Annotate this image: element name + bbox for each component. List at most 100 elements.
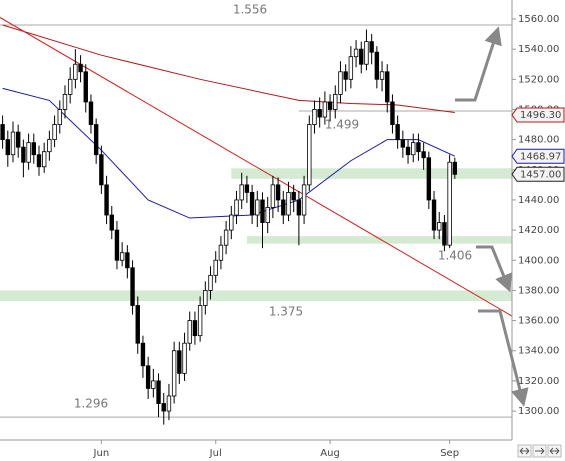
candle-body: [114, 229, 120, 261]
candle-body: [421, 151, 426, 159]
y-tick-label: 1560.00: [518, 14, 559, 25]
candle-body: [400, 139, 406, 148]
icon: [535, 447, 545, 455]
price-tag: [511, 148, 565, 164]
level-label: 1.556: [233, 3, 267, 17]
candle-body: [83, 71, 88, 103]
candle-body: [93, 124, 99, 156]
candle-body: [369, 41, 374, 53]
price-tag: [511, 107, 565, 123]
candle-body: [0, 124, 5, 141]
candle-body: [218, 244, 224, 261]
candle-body: [442, 222, 447, 246]
candle-body: [15, 131, 21, 148]
y-tick-label: 1540.00: [518, 44, 559, 55]
candle-body: [296, 199, 302, 216]
candle-body: [405, 146, 411, 156]
candle-body: [244, 184, 250, 193]
candle-body: [140, 342, 146, 367]
candle-body: [31, 142, 36, 156]
candle-body: [249, 192, 255, 216]
candle-body: [213, 259, 218, 276]
candle-body: [385, 71, 390, 103]
overlay-line: [2, 24, 455, 113]
candle-body: [62, 93, 68, 110]
candle-body: [348, 56, 354, 80]
level-label: 1.406: [438, 249, 472, 263]
candle-body: [437, 222, 442, 231]
y-tick-label: 1400.00: [518, 255, 559, 266]
candle-body: [10, 131, 16, 156]
y-tick-label: 1300.00: [518, 406, 559, 417]
candle-body: [255, 199, 260, 216]
candle-body: [5, 139, 10, 156]
x-tick-label: Jun: [93, 448, 110, 459]
candle-body: [109, 214, 114, 231]
candle-body: [187, 320, 192, 344]
candle-body: [182, 342, 187, 374]
candle-body: [67, 78, 73, 95]
arrow: [478, 309, 529, 407]
candle-body: [234, 199, 239, 216]
candle-body: [104, 184, 109, 216]
candle-body: [57, 109, 62, 125]
candle-body: [452, 161, 458, 175]
x-tick-label: Aug: [320, 448, 340, 459]
candle-body: [26, 142, 31, 163]
y-tick-label: 1360.00: [518, 316, 559, 327]
candle-body: [411, 142, 416, 156]
candle-body: [229, 214, 234, 231]
candle-body: [359, 48, 364, 65]
candle-body: [88, 101, 94, 125]
candle-body: [208, 274, 213, 291]
candle-body: [379, 71, 385, 80]
candle-body: [390, 101, 395, 125]
candle-body: [47, 139, 52, 153]
candle-body: [312, 109, 317, 125]
candle-body: [364, 41, 369, 65]
candle-body: [99, 154, 104, 186]
price-tag-label: 1496.30: [520, 110, 561, 121]
toolbar[interactable]: [517, 444, 562, 458]
level-label: 1.375: [269, 305, 303, 319]
candle-body: [333, 93, 338, 110]
candle-body: [151, 380, 156, 389]
candle-body: [353, 48, 359, 58]
candle-body: [73, 63, 78, 80]
candle-body: [431, 199, 437, 231]
level-label: 1.296: [74, 397, 108, 411]
zone: [246, 236, 512, 244]
price-tag-label: 1468.97: [520, 151, 561, 162]
candle-body: [52, 124, 57, 141]
level-label: 1.499: [325, 118, 359, 132]
y-tick-label: 1340.00: [518, 346, 559, 357]
candle-body: [125, 252, 130, 269]
arrow: [455, 26, 502, 102]
candle-body: [203, 290, 208, 306]
plot: 1.556 1.499 1.406 1.375 1.296: [0, 3, 513, 425]
candle-body: [119, 252, 125, 261]
candle-body: [395, 124, 400, 141]
zone: [0, 290, 512, 301]
candle-body: [260, 199, 265, 223]
icon: [519, 447, 530, 455]
price-tag: [511, 166, 565, 182]
y-tick-label: 1420.00: [518, 225, 559, 236]
candle-body: [41, 151, 47, 168]
candle-body: [447, 161, 452, 246]
candle-body: [327, 101, 333, 110]
candle-body: [192, 320, 198, 337]
candle-body: [270, 184, 276, 208]
icon: [549, 447, 560, 455]
y-tick-label: 1480.00: [518, 135, 559, 146]
candle-body: [307, 124, 312, 186]
candle-body: [197, 305, 203, 337]
candle-body: [223, 229, 229, 246]
candle-body: [177, 350, 182, 374]
candle-body: [338, 71, 343, 95]
candle-body: [265, 207, 270, 223]
candle-body: [135, 305, 140, 344]
